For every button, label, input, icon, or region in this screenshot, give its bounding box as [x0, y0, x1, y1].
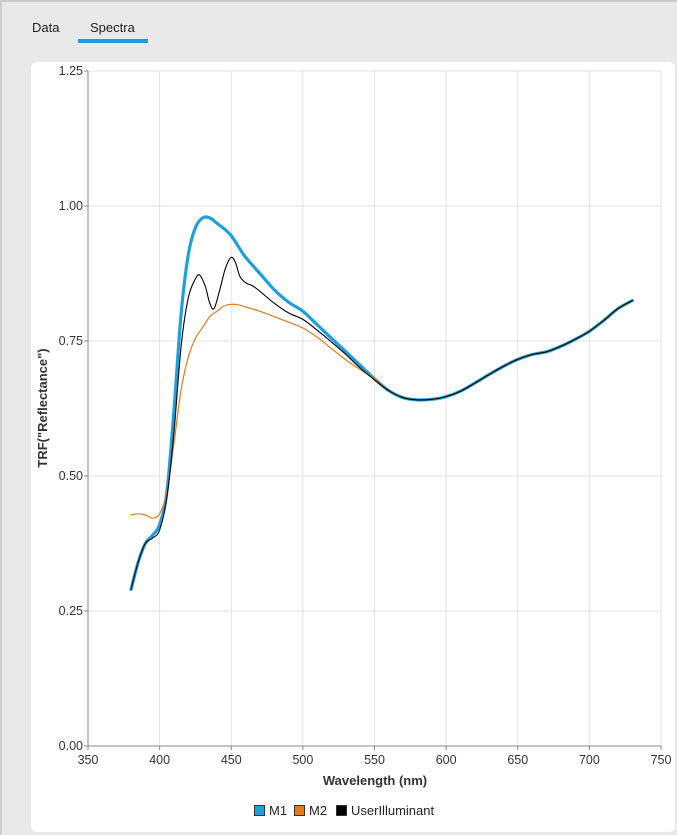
tab-spectra[interactable]: Spectra — [90, 20, 135, 35]
series-line-userilluminant — [130, 256, 633, 590]
x-tick-label: 750 — [651, 753, 672, 767]
window-top-border — [0, 0, 677, 2]
chart-legend: M1 M2 UserIlluminant — [0, 803, 677, 821]
y-tick-label: 0.75 — [59, 334, 83, 348]
chart-panel — [31, 62, 675, 832]
x-tick-label: 350 — [78, 753, 99, 767]
x-tick-label: 400 — [149, 753, 170, 767]
y-tick-label: 0.25 — [59, 604, 83, 618]
y-axis-label: TRF("Reflectance") — [35, 348, 50, 467]
legend-label-userilluminant: UserIlluminant — [351, 803, 435, 818]
x-tick-label: 600 — [436, 753, 457, 767]
tab-data[interactable]: Data — [32, 20, 60, 35]
series-lines — [129, 215, 634, 591]
y-tick-label: 1.25 — [59, 64, 83, 78]
legend-swatch-userilluminant — [336, 805, 347, 816]
legend-label-m2: M2 — [309, 803, 328, 818]
active-tab-indicator — [78, 39, 148, 43]
x-tick-label: 450 — [221, 753, 242, 767]
x-tick-label: 550 — [364, 753, 385, 767]
axes — [84, 70, 662, 750]
y-tick-label: 0.00 — [59, 739, 83, 753]
legend-item-m1[interactable]: M1 — [254, 803, 287, 818]
y-tick-label: 1.00 — [59, 199, 83, 213]
x-tick-label: 650 — [507, 753, 528, 767]
legend-item-userilluminant[interactable]: UserIlluminant — [336, 803, 434, 818]
tick-labels: 350 400 450 500 550 600 650 700 750 0.00 0.25 0.50 0… — [59, 64, 672, 767]
series-line-m2 — [130, 299, 633, 519]
legend-swatch-m1 — [254, 805, 265, 816]
legend-swatch-m2 — [294, 805, 305, 816]
legend-label-m1: M1 — [269, 803, 288, 818]
legend-item-m2[interactable]: M2 — [294, 803, 327, 818]
x-axis-label: Wavelength (nm) — [323, 773, 427, 788]
grid-lines — [88, 70, 662, 746]
y-tick-label: 0.50 — [59, 469, 83, 483]
x-tick-label: 700 — [579, 753, 600, 767]
x-tick-label: 500 — [292, 753, 313, 767]
series-line-m1 — [129, 215, 634, 591]
window-left-border — [0, 0, 2, 835]
